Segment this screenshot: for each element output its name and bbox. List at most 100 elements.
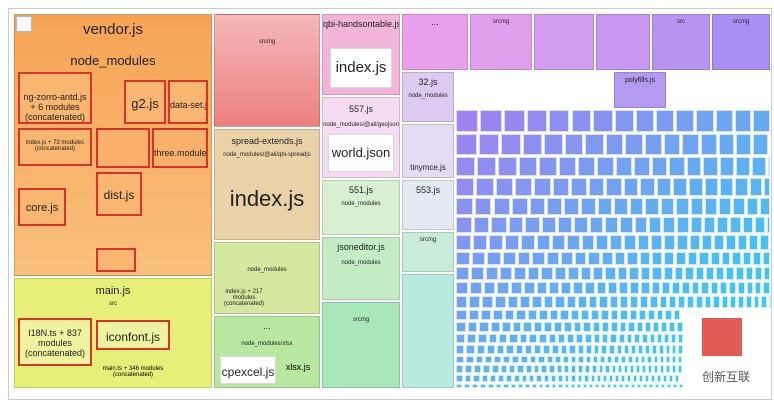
small-module: [736, 267, 744, 281]
small-module: [606, 177, 622, 196]
label: I18N.ts + 837 modules (concatenated): [24, 328, 86, 358]
small-module: [529, 198, 546, 215]
label: iconfont.js: [105, 330, 161, 344]
small-module: [619, 322, 627, 333]
small-module: [703, 156, 719, 176]
small-module: [682, 134, 699, 155]
label: 32.js: [418, 77, 438, 87]
small-module: [632, 374, 637, 382]
small-module: [604, 216, 618, 233]
small-module: [521, 374, 528, 382]
block: 553.js: [402, 180, 454, 230]
small-module: [563, 365, 570, 373]
small-module: [502, 251, 516, 266]
toggle-button[interactable]: [16, 16, 32, 32]
small-module: [544, 322, 553, 333]
small-module: [593, 345, 600, 354]
small-module: [669, 322, 675, 333]
logo: [702, 318, 742, 356]
small-module: [482, 296, 494, 308]
small-module: [456, 198, 473, 215]
small-module: [525, 216, 540, 233]
module: dist.js: [96, 172, 142, 216]
small-module: [506, 345, 514, 354]
label: node_modules/@ali/geojson: [323, 122, 399, 128]
small-module: [619, 282, 629, 295]
small-module: [706, 267, 715, 281]
small-module: [659, 345, 664, 354]
small-module: [608, 374, 613, 382]
small-module: [745, 296, 752, 308]
small-module: [691, 282, 700, 295]
small-module: [519, 334, 528, 344]
label: dist.js: [103, 188, 135, 202]
small-module: [726, 234, 736, 250]
block: 551.js node_modules: [322, 180, 400, 235]
small-module: [610, 322, 618, 333]
label: ng-zorro-antd.js + 6 modules (concatenat…: [23, 92, 87, 122]
small-module: [601, 322, 609, 333]
small-module: [657, 177, 672, 196]
small-module: [665, 355, 670, 364]
small-module: [483, 365, 491, 373]
block: tinymce.js: [402, 124, 454, 178]
small-module: [581, 309, 590, 321]
small-module: [685, 267, 694, 281]
small-module: [517, 365, 524, 373]
small-module: [696, 296, 703, 308]
small-module: [545, 383, 550, 388]
small-module: [534, 345, 542, 354]
frame: [8, 8, 772, 400]
small-module: [699, 251, 709, 266]
small-module: [588, 296, 598, 308]
small-module: [767, 156, 770, 176]
small-module: [570, 383, 575, 388]
small-module: [550, 374, 556, 382]
small-module: [662, 282, 671, 295]
small-module: [645, 322, 652, 333]
small-module: [610, 334, 617, 344]
small-module: [634, 334, 641, 344]
small-module: [503, 383, 509, 388]
small-module: [519, 296, 530, 308]
small-module: [517, 251, 531, 266]
small-module: [721, 251, 731, 266]
small-module: [656, 374, 661, 382]
small-module: [653, 322, 660, 333]
small-module: [506, 374, 512, 382]
small-module: [478, 134, 499, 155]
small-module: [651, 234, 663, 250]
small-module: [746, 282, 754, 295]
small-module: [525, 365, 532, 373]
small-module: [696, 110, 714, 132]
small-module: [733, 198, 745, 215]
small-module: [585, 345, 592, 354]
small-module: [624, 345, 630, 354]
small-module: [584, 334, 592, 344]
small-module: [593, 355, 599, 364]
small-module: [755, 282, 762, 295]
label: src: [677, 19, 685, 25]
small-module: [479, 322, 489, 333]
module: iconfont.js: [96, 320, 170, 350]
small-module: [593, 267, 604, 281]
label: main.ts + 346 modules (concatenated): [102, 366, 164, 378]
block: [596, 14, 650, 70]
small-module: [567, 267, 579, 281]
small-module: [527, 267, 540, 281]
small-module: [600, 383, 605, 388]
small-module: [536, 374, 542, 382]
small-module: [689, 234, 701, 250]
small-module: [616, 345, 623, 354]
small-module: [564, 322, 572, 333]
module: cpexcel.js: [220, 356, 276, 384]
small-module: [620, 374, 625, 382]
small-module: [690, 216, 703, 233]
small-module: [543, 296, 554, 308]
label: node_modules/xlsx: [241, 341, 293, 347]
small-module: [574, 251, 587, 266]
small-module: [491, 216, 507, 233]
small-module: [549, 110, 570, 132]
small-module: [618, 383, 623, 388]
